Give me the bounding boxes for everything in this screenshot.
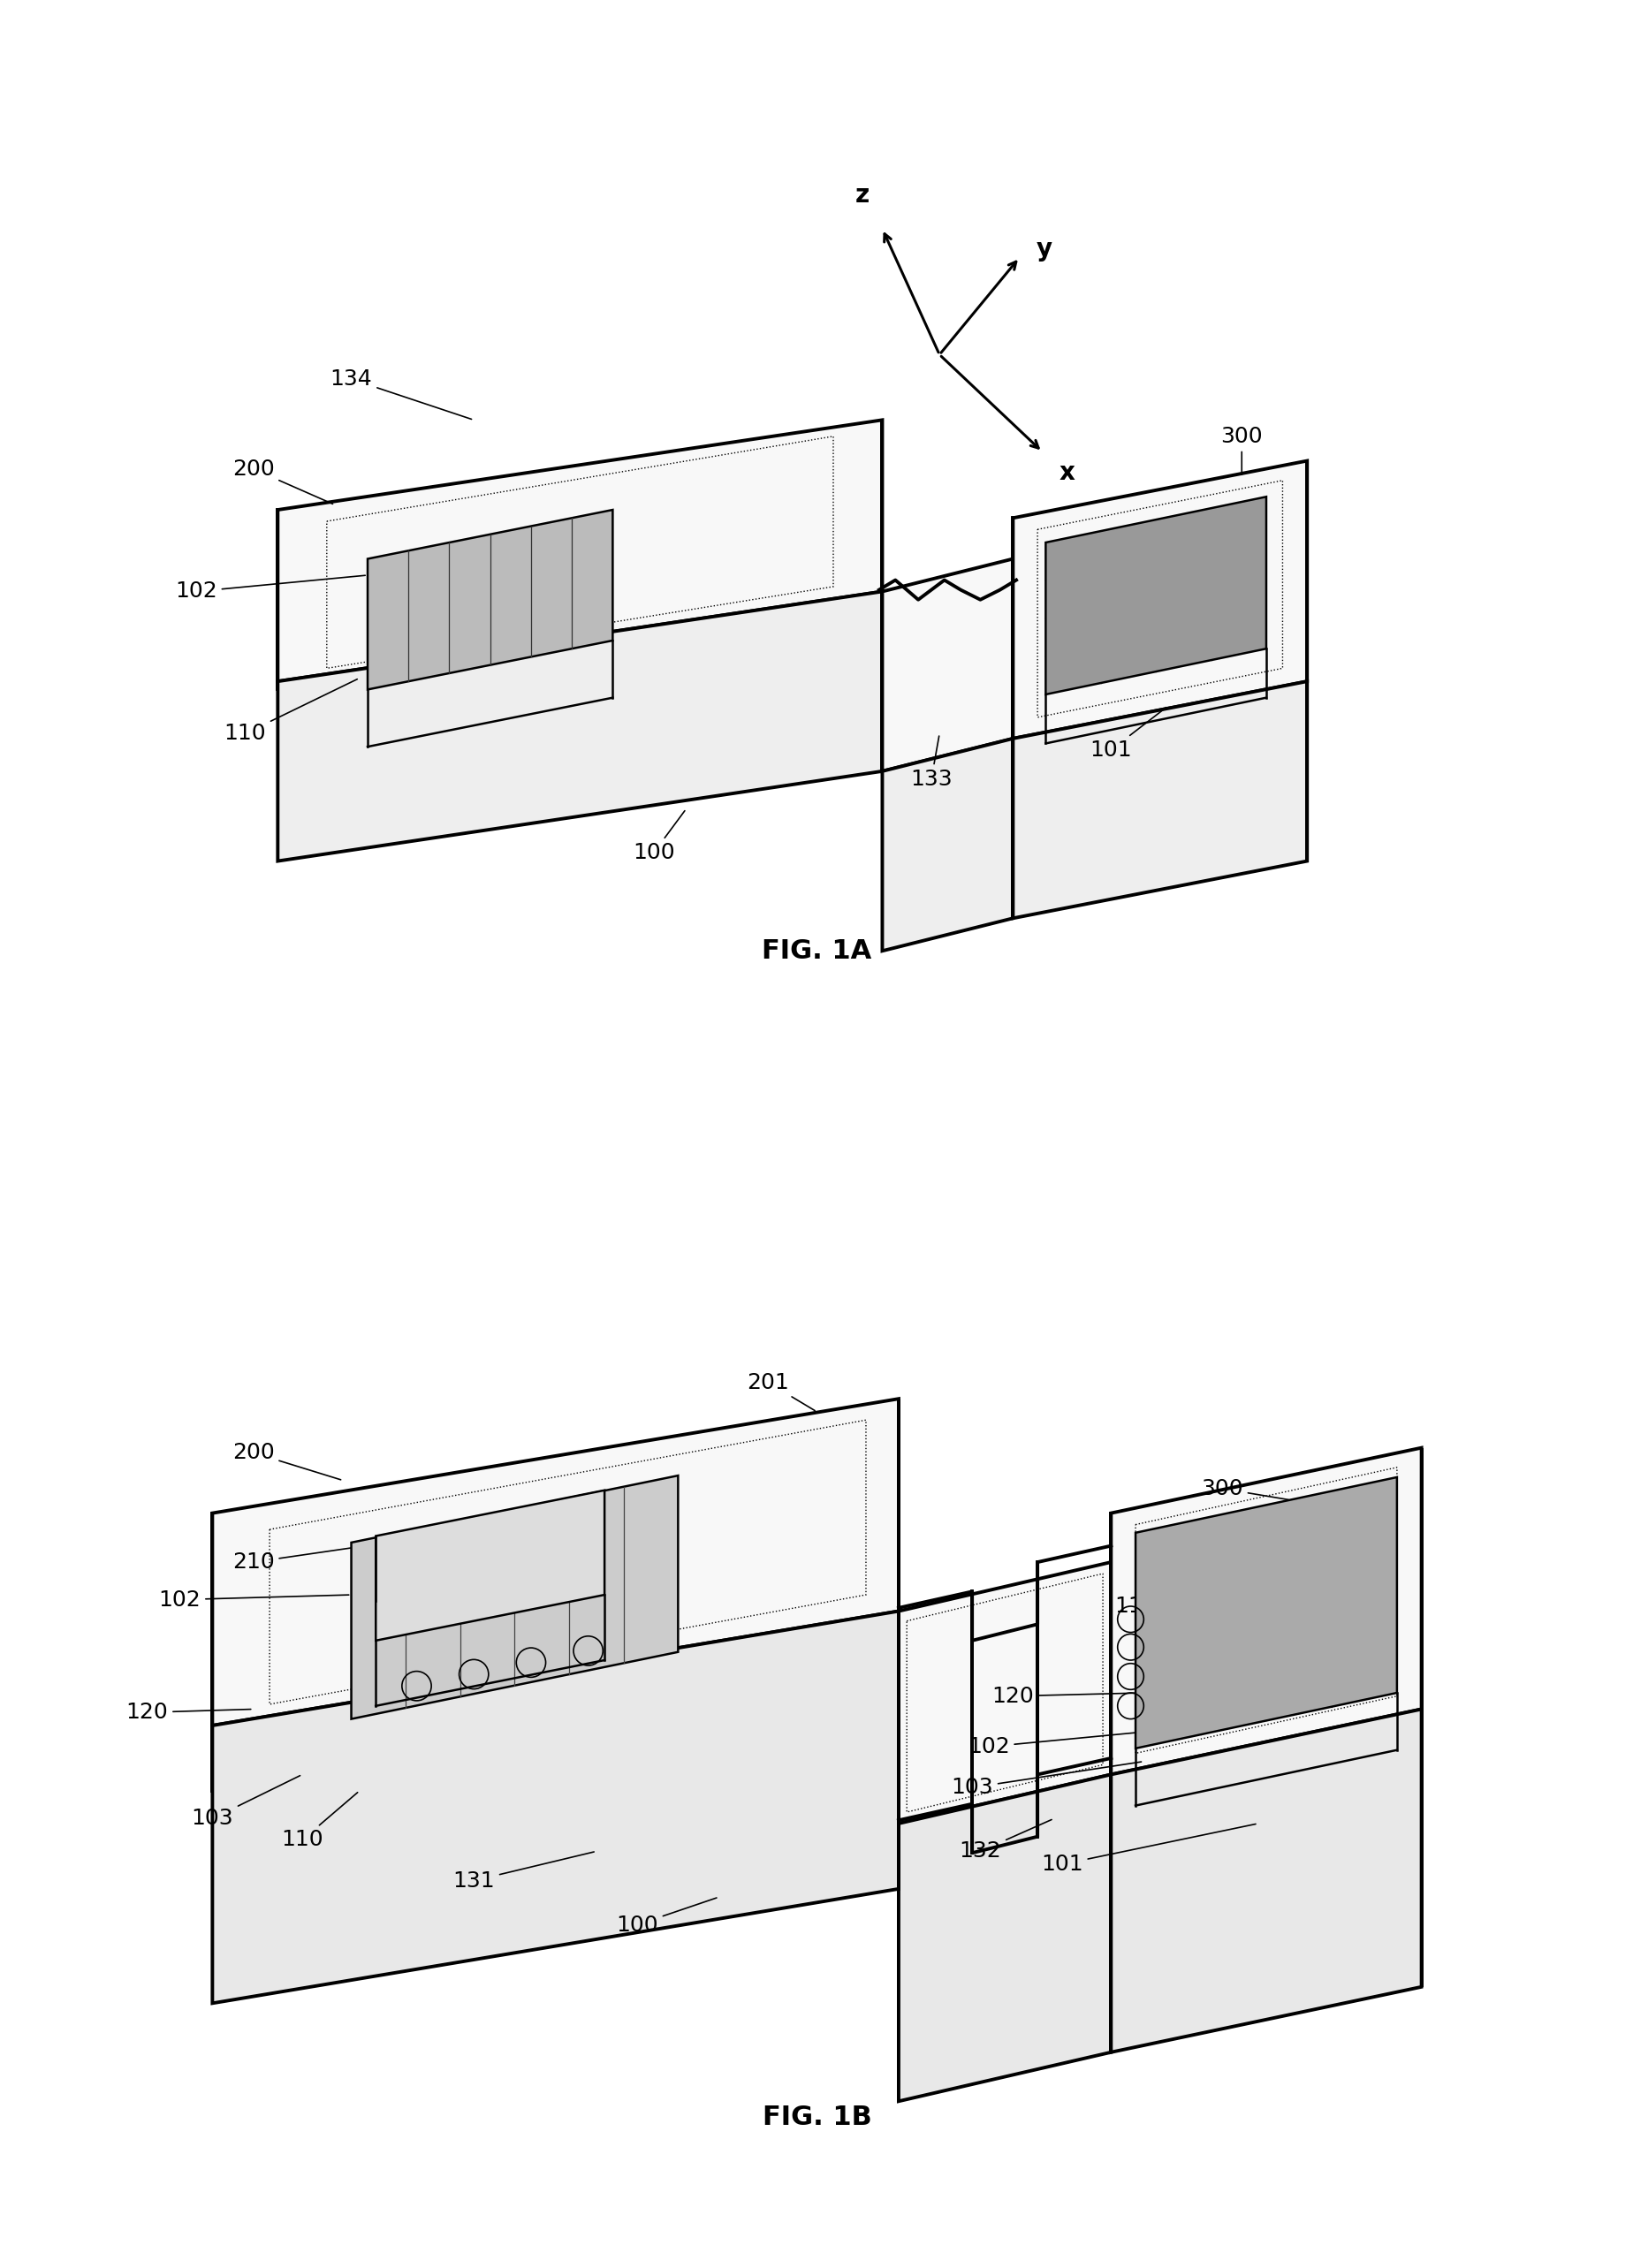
Polygon shape	[1135, 1476, 1396, 1749]
Polygon shape	[1045, 497, 1266, 694]
Text: 133: 133	[910, 737, 952, 789]
Text: 201: 201	[746, 1372, 815, 1411]
Text: 131: 131	[452, 1853, 594, 1892]
Text: 120: 120	[991, 1685, 1141, 1708]
Text: 210: 210	[232, 1535, 431, 1572]
Polygon shape	[882, 739, 1012, 950]
Polygon shape	[212, 1399, 898, 1726]
Polygon shape	[367, 510, 612, 689]
Text: 101: 101	[1089, 708, 1166, 760]
Polygon shape	[376, 1490, 604, 1640]
Text: 103: 103	[191, 1776, 300, 1830]
Text: 102: 102	[175, 576, 366, 601]
Polygon shape	[278, 420, 882, 680]
Text: FIG. 1B: FIG. 1B	[763, 2105, 870, 2130]
Text: 110: 110	[1114, 1597, 1174, 1656]
Text: 132: 132	[959, 1819, 1052, 1862]
Polygon shape	[212, 1610, 898, 2003]
Text: 110: 110	[224, 678, 358, 744]
Polygon shape	[1012, 680, 1306, 919]
Text: 100: 100	[632, 810, 684, 864]
Text: 110: 110	[281, 1792, 358, 1851]
Text: 300: 300	[1220, 426, 1262, 474]
Polygon shape	[882, 558, 1012, 771]
Polygon shape	[278, 592, 882, 862]
Text: 101: 101	[1040, 1823, 1256, 1876]
Text: 100: 100	[616, 1898, 717, 1935]
Text: 200: 200	[232, 458, 333, 503]
Text: 301: 301	[1155, 1551, 1272, 1572]
Polygon shape	[351, 1476, 678, 1719]
Text: 300: 300	[1200, 1479, 1288, 1499]
Text: 103: 103	[950, 1762, 1141, 1799]
Text: z: z	[856, 184, 869, 209]
Polygon shape	[898, 1563, 1110, 1823]
Text: 134: 134	[330, 367, 472, 420]
Text: 102: 102	[967, 1728, 1174, 1758]
Text: y: y	[1035, 236, 1052, 261]
Polygon shape	[898, 1774, 1110, 2100]
Text: x: x	[1058, 460, 1075, 485]
Polygon shape	[1110, 1710, 1421, 2053]
Text: FIG. 1A: FIG. 1A	[761, 939, 872, 964]
Polygon shape	[1012, 460, 1306, 739]
Text: 120: 120	[126, 1701, 250, 1724]
Polygon shape	[1110, 1447, 1421, 1774]
Text: 200: 200	[232, 1442, 341, 1479]
Text: 102: 102	[158, 1590, 348, 1610]
